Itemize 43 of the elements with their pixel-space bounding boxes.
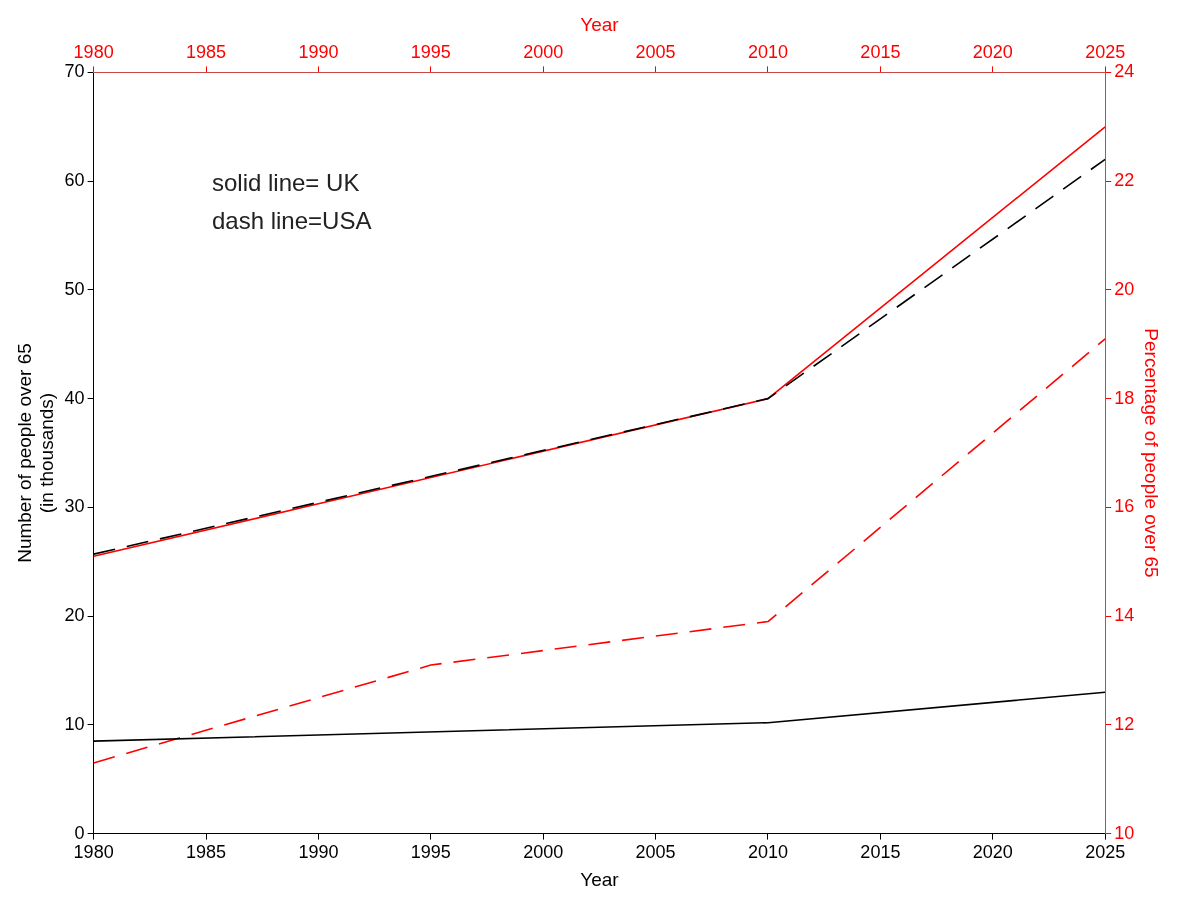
x2-tick-label: 1995	[410, 41, 451, 62]
y-tick-label: 60	[64, 170, 85, 191]
x-tick-label: 2005	[635, 842, 676, 863]
x-tick-label: 1985	[185, 842, 227, 863]
y2-tick-label: 24	[1114, 61, 1135, 82]
x-tick-label: 2025	[1085, 842, 1126, 863]
y-tick-label: 40	[64, 387, 85, 408]
annotation: solid line= UK	[211, 169, 360, 197]
x-axis-title: Year	[580, 868, 620, 890]
y2-axis-title: Percentage of people over 65	[1141, 328, 1163, 578]
x-tick-label: 2015	[860, 842, 901, 863]
y2-tick-label: 18	[1114, 387, 1135, 408]
annotation: dash line=USA	[211, 207, 372, 235]
y2-tick-label: 20	[1114, 278, 1135, 299]
x-tick-label: 2010	[747, 842, 789, 863]
y-tick-label: 0	[74, 822, 85, 843]
y-tick-label: 30	[64, 496, 85, 517]
x-tick-label: 1980	[73, 842, 114, 863]
y2-tick-label: 10	[1114, 822, 1135, 843]
x-tick-label: 1995	[410, 842, 451, 863]
x2-tick-label: 1990	[298, 41, 339, 62]
y2-tick-label: 12	[1114, 713, 1135, 734]
x2-tick-label: 1985	[185, 41, 227, 62]
x2-tick-label: 2000	[523, 41, 564, 62]
y-tick-label: 10	[64, 713, 85, 734]
x2-axis-title: Year	[580, 13, 620, 35]
x-tick-label: 1990	[298, 842, 339, 863]
y-tick-label: 50	[64, 278, 85, 299]
y2-tick-label: 16	[1114, 496, 1135, 517]
y-axis-title: Number of people over 65 (in thousands)	[13, 343, 58, 563]
y-tick-label: 70	[64, 61, 85, 82]
x2-tick-label: 2015	[860, 41, 901, 62]
y2-tick-label: 14	[1114, 605, 1135, 626]
x2-tick-label: 2020	[972, 41, 1013, 62]
x2-tick-label: 1980	[73, 41, 114, 62]
x2-tick-label: 2005	[635, 41, 676, 62]
x-tick-label: 2000	[523, 842, 564, 863]
y2-tick-label: 22	[1114, 170, 1135, 191]
line-series	[93, 338, 1106, 764]
x2-tick-label: 2010	[747, 41, 789, 62]
x2-tick-label: 2025	[1085, 41, 1126, 62]
y-tick-label: 20	[64, 605, 85, 626]
x-tick-label: 2020	[972, 842, 1013, 863]
